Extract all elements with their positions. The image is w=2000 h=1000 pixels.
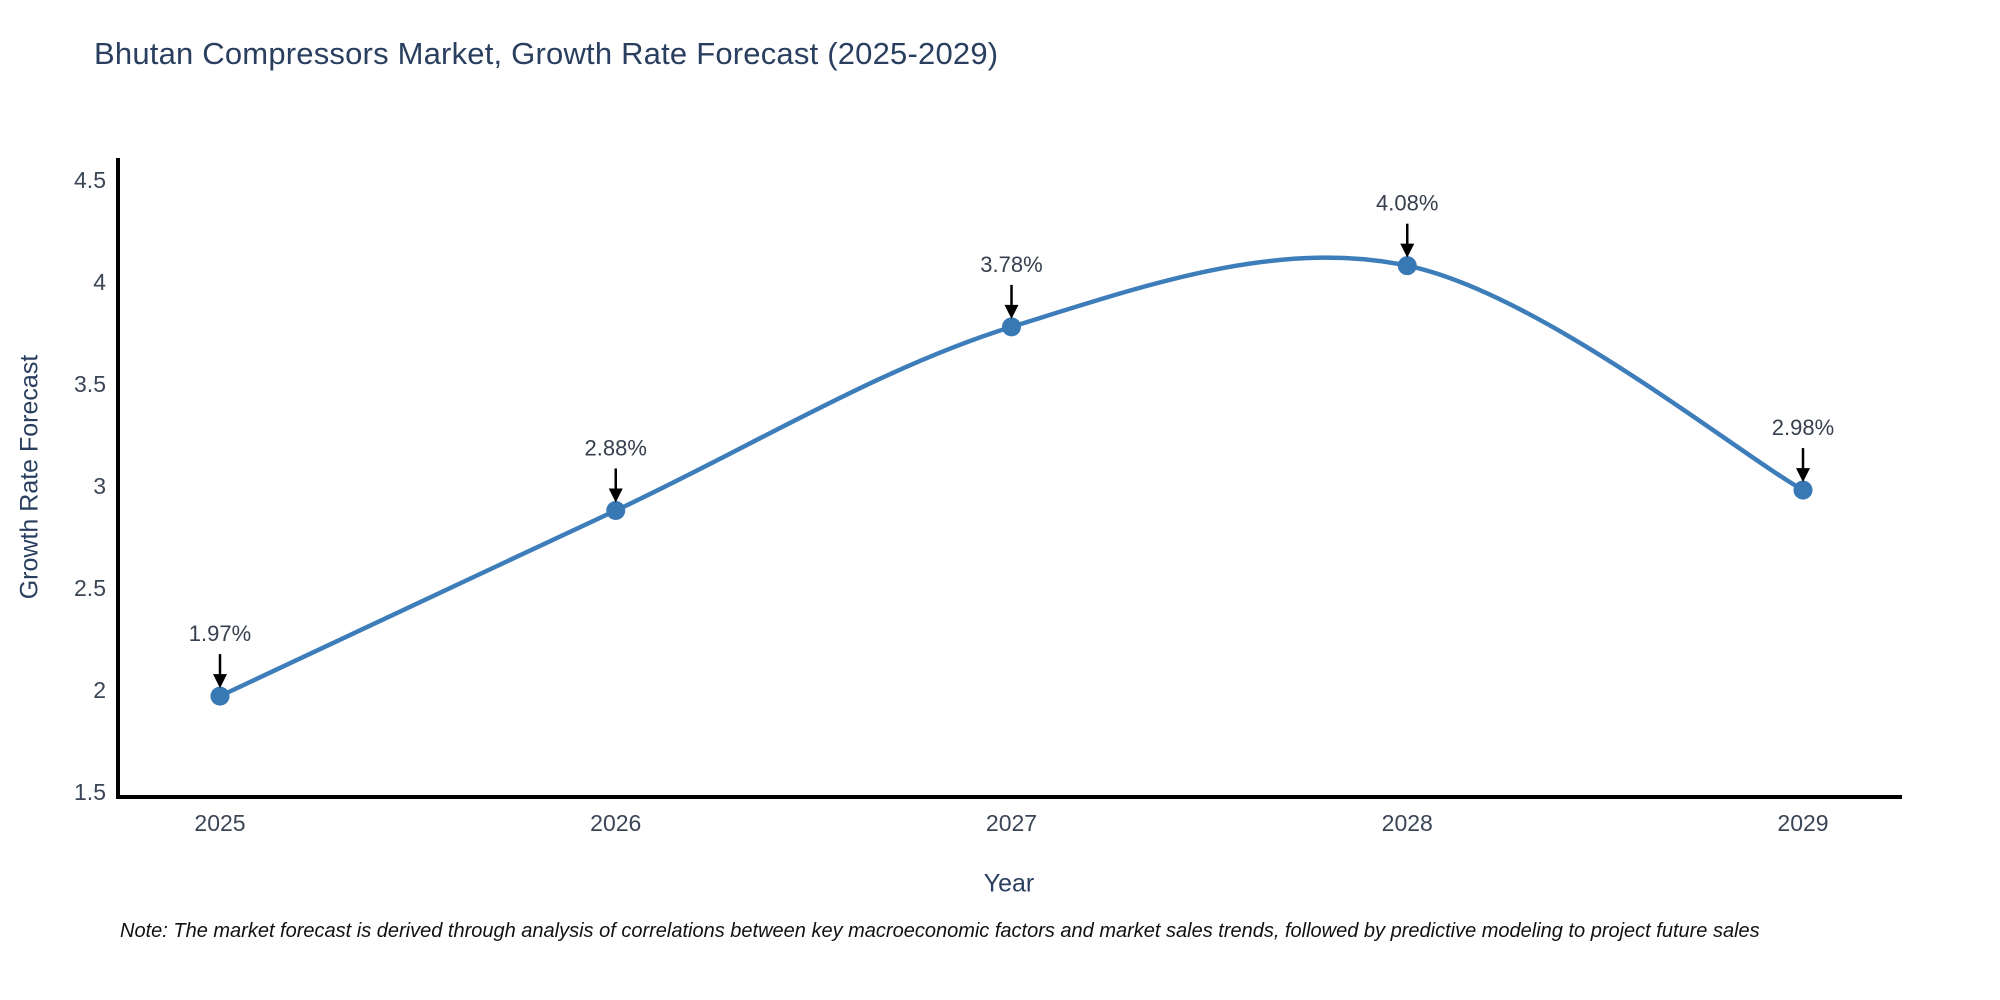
point-annotation-label: 2.98% [1772,415,1834,440]
x-axis-title: Year [983,869,1035,898]
data-point-2027[interactable] [1002,317,1021,337]
x-tick-label: 2029 [1777,810,1828,836]
point-annotation-label: 4.08% [1376,191,1438,216]
annotation-arrowhead-icon [1004,304,1019,319]
point-annotation-label: 2.88% [585,435,647,460]
point-annotation-label: 3.78% [980,252,1042,277]
annotation-arrowhead-icon [1400,243,1415,258]
chart-title: Bhutan Compressors Market, Growth Rate F… [94,36,999,71]
annotation-arrowhead-icon [608,488,623,503]
annotation-arrowhead-icon [213,674,227,689]
y-tick-label: 4.5 [74,167,106,193]
y-tick-label: 3.5 [74,371,106,397]
data-point-2029[interactable] [1793,480,1813,500]
x-tick-label: 2028 [1382,810,1433,836]
y-tick-label: 3 [93,473,106,499]
point-annotation-label: 1.97% [189,621,251,646]
x-tick-label: 2026 [590,810,641,836]
footnote: Note: The market forecast is derived thr… [120,920,1760,942]
annotation-arrowhead-icon [1796,468,1810,483]
y-tick-label: 2 [93,677,106,703]
x-tick-label: 2025 [194,810,245,836]
data-point-2026[interactable] [606,500,626,520]
data-point-2025[interactable] [210,686,230,706]
data-point-2028[interactable] [1397,256,1417,276]
y-tick-label: 4 [93,269,106,295]
y-tick-label: 1.5 [74,779,106,805]
y-tick-label: 2.5 [74,575,106,601]
x-tick-label: 2027 [986,810,1037,836]
